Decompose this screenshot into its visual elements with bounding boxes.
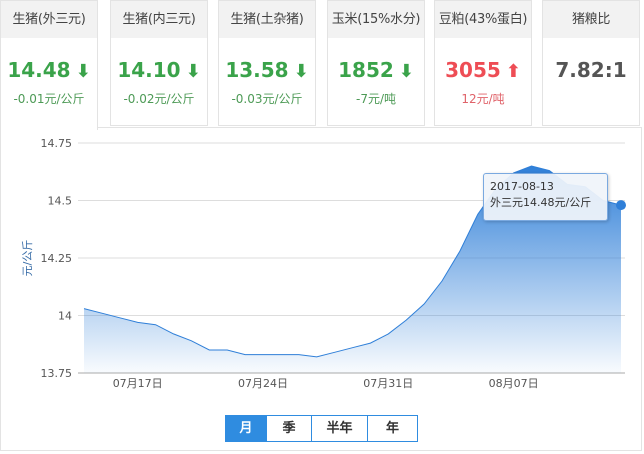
card-value: 3055 <box>445 58 501 82</box>
card-change: -0.03元/公斤 <box>231 92 303 106</box>
chart-tooltip: 2017-08-13 外三元14.48元/公斤 <box>483 173 608 221</box>
arrow-down-icon: ⬇ <box>75 61 91 82</box>
y-tick-label: 14.75 <box>41 137 73 150</box>
card-title: 生猪(外三元) <box>1 1 97 38</box>
y-tick-label: 14.5 <box>48 195 73 208</box>
price-card[interactable]: 猪粮比 7.82:1 <box>542 0 640 126</box>
x-tick-label: 08月07日 <box>489 377 539 390</box>
x-tick-label: 07月31日 <box>363 377 413 390</box>
y-tick-label: 14 <box>58 310 72 323</box>
range-selector: 月 季 半年 年 <box>225 415 418 442</box>
x-tick-label: 07月24日 <box>238 377 288 390</box>
card-title: 生猪(土杂猪) <box>219 1 315 38</box>
card-title: 豆粕(43%蛋白) <box>435 1 531 38</box>
y-axis-label: 元/公斤 <box>21 240 34 277</box>
arrow-down-icon: ⬇ <box>398 61 414 82</box>
card-change: -0.02元/公斤 <box>123 92 195 106</box>
card-title: 生猪(内三元) <box>111 1 207 38</box>
price-card[interactable]: 豆粕(43%蛋白) 3055 ⬆ 12元/吨 <box>434 0 532 126</box>
y-tick-label: 13.75 <box>41 367 73 380</box>
tooltip-date: 2017-08-13 <box>490 180 554 193</box>
card-value: 1852 <box>338 58 394 82</box>
card-change: -0.01元/公斤 <box>13 92 85 106</box>
y-tick-label: 14.25 <box>41 252 73 265</box>
card-change: -7元/吨 <box>355 92 396 106</box>
chart-panel <box>0 127 642 451</box>
price-card[interactable]: 生猪(外三元) 14.48 ⬇ -0.01元/公斤 <box>0 0 98 130</box>
card-value: 13.58 <box>225 58 289 82</box>
range-halfyear-button[interactable]: 半年 <box>311 416 367 441</box>
range-year-button[interactable]: 年 <box>367 416 417 441</box>
card-change: 12元/吨 <box>461 92 505 106</box>
tooltip-value: 外三元14.48元/公斤 <box>490 196 592 209</box>
card-title: 玉米(15%水分) <box>328 1 424 38</box>
card-value: 14.10 <box>117 58 181 82</box>
card-value: 14.48 <box>7 58 71 82</box>
x-tick-label: 07月17日 <box>113 377 163 390</box>
price-card[interactable]: 玉米(15%水分) 1852 ⬇ -7元/吨 <box>327 0 425 126</box>
data-point[interactable] <box>616 200 626 211</box>
range-month-button[interactable]: 月 <box>226 416 266 441</box>
arrow-up-icon: ⬆ <box>505 61 521 82</box>
price-card[interactable]: 生猪(内三元) 14.10 ⬇ -0.02元/公斤 <box>110 0 208 126</box>
arrow-down-icon: ⬇ <box>293 61 309 82</box>
series-line <box>83 165 622 358</box>
card-title: 猪粮比 <box>543 1 639 38</box>
arrow-down-icon: ⬇ <box>185 61 201 82</box>
price-card[interactable]: 生猪(土杂猪) 13.58 ⬇ -0.03元/公斤 <box>218 0 316 126</box>
range-quarter-button[interactable]: 季 <box>266 416 311 441</box>
card-value: 7.82:1 <box>555 58 627 82</box>
